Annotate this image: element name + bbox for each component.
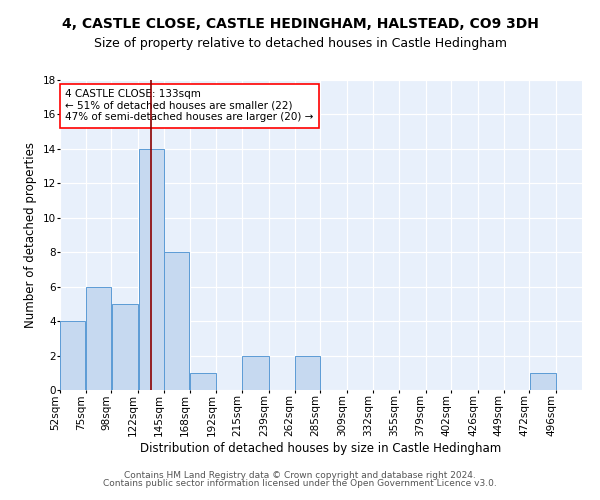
Y-axis label: Number of detached properties: Number of detached properties — [24, 142, 37, 328]
Bar — [86, 286, 111, 390]
Bar — [530, 373, 556, 390]
Bar — [190, 373, 216, 390]
Bar — [112, 304, 138, 390]
Bar — [242, 356, 269, 390]
Text: 4 CASTLE CLOSE: 133sqm
← 51% of detached houses are smaller (22)
47% of semi-det: 4 CASTLE CLOSE: 133sqm ← 51% of detached… — [65, 90, 314, 122]
Text: Contains HM Land Registry data © Crown copyright and database right 2024.: Contains HM Land Registry data © Crown c… — [124, 470, 476, 480]
X-axis label: Distribution of detached houses by size in Castle Hedingham: Distribution of detached houses by size … — [140, 442, 502, 455]
Text: Contains public sector information licensed under the Open Government Licence v3: Contains public sector information licen… — [103, 479, 497, 488]
Text: 4, CASTLE CLOSE, CASTLE HEDINGHAM, HALSTEAD, CO9 3DH: 4, CASTLE CLOSE, CASTLE HEDINGHAM, HALST… — [62, 18, 538, 32]
Bar — [295, 356, 320, 390]
Bar — [139, 149, 164, 390]
Bar — [60, 321, 85, 390]
Bar — [164, 252, 190, 390]
Text: Size of property relative to detached houses in Castle Hedingham: Size of property relative to detached ho… — [94, 38, 506, 51]
